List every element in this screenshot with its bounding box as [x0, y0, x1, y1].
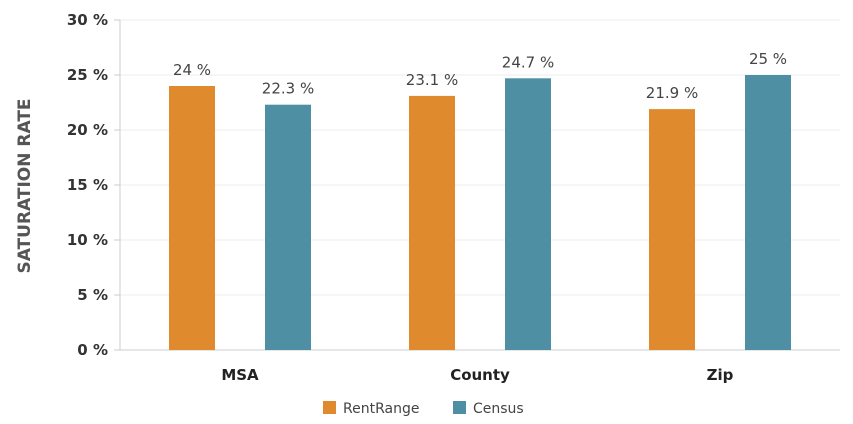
data-label: 21.9 % [646, 84, 698, 102]
data-label: 25 % [749, 50, 787, 68]
x-tick-labels: MSA County Zip [221, 366, 733, 384]
bar-census-zip [745, 75, 791, 350]
y-tick-label: 30 % [67, 11, 108, 29]
bar-census-msa [265, 104, 311, 350]
legend: RentRange Census [323, 401, 524, 417]
bar-rentrange-msa [169, 86, 215, 350]
legend-label-census: Census [473, 401, 524, 417]
y-tick-label: 5 % [77, 286, 108, 304]
data-label: 24 % [173, 61, 211, 79]
data-label: 24.7 % [502, 53, 554, 71]
x-tick-label: Zip [707, 366, 734, 384]
x-tick-label: County [450, 366, 510, 384]
y-tick-label: 10 % [67, 231, 108, 249]
bar-census-county [505, 78, 551, 351]
x-tick-label: MSA [221, 366, 259, 384]
data-labels: 24 % 22.3 % 23.1 % 24.7 % 21.9 % 25 % [173, 50, 787, 102]
legend-swatch-census [453, 401, 466, 414]
grid-lines [120, 19, 840, 296]
legend-swatch-rentrange [323, 401, 336, 414]
y-tick-labels: 0 % 5 % 10 % 15 % 20 % 25 % 30 % [67, 11, 120, 359]
y-tick-label: 20 % [67, 121, 108, 139]
bar-rentrange-zip [649, 109, 695, 350]
bar-rentrange-county [409, 95, 455, 351]
y-tick-label: 25 % [67, 66, 108, 84]
data-label: 23.1 % [406, 71, 458, 89]
y-axis-title: SATURATION RATE [15, 98, 35, 273]
legend-label-rentrange: RentRange [343, 401, 419, 417]
y-tick-label: 0 % [77, 341, 108, 359]
bars [169, 75, 791, 351]
data-label: 22.3 % [262, 80, 314, 98]
y-tick-label: 15 % [67, 176, 108, 194]
